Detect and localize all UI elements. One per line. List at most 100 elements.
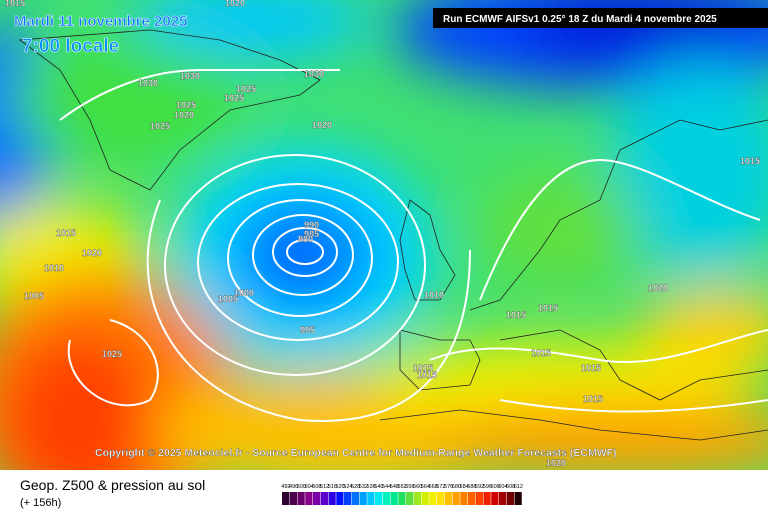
scale-swatch	[282, 492, 290, 505]
isobar-label: 1000	[234, 288, 254, 298]
scale-label: 608	[506, 484, 515, 490]
isobar-label: 1030	[138, 78, 158, 88]
scale-label: 520	[336, 484, 345, 490]
scale-swatch	[429, 492, 437, 505]
scale-label: 600	[491, 484, 500, 490]
isobar-label: 1025	[236, 84, 256, 94]
scale-label: 496	[289, 484, 298, 490]
scale-swatch	[375, 492, 383, 505]
scale-swatch	[313, 492, 321, 505]
scale-label: 588	[467, 484, 476, 490]
scale-swatch	[506, 492, 514, 505]
isobar-label: 1015	[583, 394, 603, 404]
scale-swatch	[460, 492, 468, 505]
scale-swatch	[344, 492, 352, 505]
scale-label: 612	[514, 484, 523, 490]
scale-label: 572	[436, 484, 445, 490]
scale-swatch	[421, 492, 429, 505]
scale-swatch	[468, 492, 476, 505]
isobars	[59, 68, 768, 422]
scale-label: 580	[452, 484, 461, 490]
footer-lead: (+ 156h)	[20, 497, 61, 509]
isobar-label: 1020	[546, 458, 566, 468]
scale-label: 536	[367, 484, 376, 490]
coastlines	[18, 29, 768, 441]
scale-label: 492	[281, 484, 290, 490]
isobar-label: 990	[304, 220, 319, 230]
scale-swatch	[491, 492, 499, 505]
scale-swatch	[452, 492, 460, 505]
scale-swatch	[398, 492, 406, 505]
isobar-label: 1015	[581, 363, 601, 373]
isobar-label: 1025	[224, 93, 244, 103]
scale-swatch	[289, 492, 297, 505]
isobar-label: 1015	[417, 370, 437, 380]
isobar-label: 995	[300, 325, 315, 335]
scale-label: 552	[398, 484, 407, 490]
scale-swatch	[320, 492, 328, 505]
isobar-label: 1015	[5, 0, 25, 8]
scale-swatch	[475, 492, 483, 505]
scale-label: 500	[297, 484, 306, 490]
isobar-label: 1010	[424, 290, 444, 300]
scale-swatch	[328, 492, 336, 505]
scale-label: 548	[390, 484, 399, 490]
scale-swatch	[305, 492, 313, 505]
copyright: Copyright © 2025 Meteociel.fr - Source E…	[95, 447, 617, 459]
scale-swatch	[297, 492, 305, 505]
isobar-label: 1015	[531, 348, 551, 358]
scale-swatch	[359, 492, 367, 505]
isobar-label: 1005	[24, 291, 44, 301]
scale-label: 556	[405, 484, 414, 490]
scale-swatch	[351, 492, 359, 505]
scale-swatch	[499, 492, 507, 505]
scale-label: 504	[305, 484, 314, 490]
isobar-label: 1015	[740, 156, 760, 166]
scale-label: 564	[421, 484, 430, 490]
scale-swatch	[413, 492, 421, 505]
run-banner	[433, 8, 768, 28]
isobar-label: 1030	[304, 69, 324, 79]
isobar-label: 1020	[648, 283, 668, 293]
scale-swatch	[483, 492, 491, 505]
isobar-label: 1030	[180, 71, 200, 81]
scale-label: 544	[382, 484, 391, 490]
forecast-time: 7:00 locale	[22, 36, 119, 57]
scale-swatch	[514, 492, 522, 505]
scale-label: 528	[351, 484, 360, 490]
scale-label: 604	[498, 484, 507, 490]
forecast-date: Mardi 11 novembre 2025	[14, 13, 187, 30]
scale-label: 596	[483, 484, 492, 490]
isobar-label: 1005	[218, 294, 238, 304]
footer-title: Geop. Z500 & pression au sol	[20, 477, 205, 493]
run-info: Run ECMWF AIFSv1 0.25° 18 Z du Mardi 4 n…	[443, 14, 717, 25]
color-scale: 4924965005045085125165205245285325365405…	[281, 484, 523, 505]
scale-swatch	[437, 492, 445, 505]
scale-swatch	[444, 492, 452, 505]
scale-label: 540	[374, 484, 383, 490]
scale-label: 576	[444, 484, 453, 490]
isobar-label: 1010	[44, 263, 64, 273]
scale-label: 508	[312, 484, 321, 490]
scale-label: 512	[320, 484, 329, 490]
isobar-label: 1020	[225, 0, 245, 8]
scale-swatch	[367, 492, 375, 505]
scale-label: 584	[460, 484, 469, 490]
isobar-label: 980	[298, 234, 313, 244]
isobar-label: 985	[304, 229, 319, 239]
isobar-label: 1020	[82, 248, 102, 258]
scale-label: 524	[343, 484, 352, 490]
scale-label: 516	[328, 484, 337, 490]
isobar-label: 1015	[413, 363, 433, 373]
scale-label: 592	[475, 484, 484, 490]
scale-swatch	[336, 492, 344, 505]
isobar-label: 1025	[176, 100, 196, 110]
scale-label: 568	[429, 484, 438, 490]
isobar-label: 1015	[56, 228, 76, 238]
isobar-label: 1020	[174, 110, 194, 120]
isobar-label: 1020	[312, 120, 332, 130]
scale-swatch	[406, 492, 414, 505]
isobar-label: 1015	[538, 303, 558, 313]
